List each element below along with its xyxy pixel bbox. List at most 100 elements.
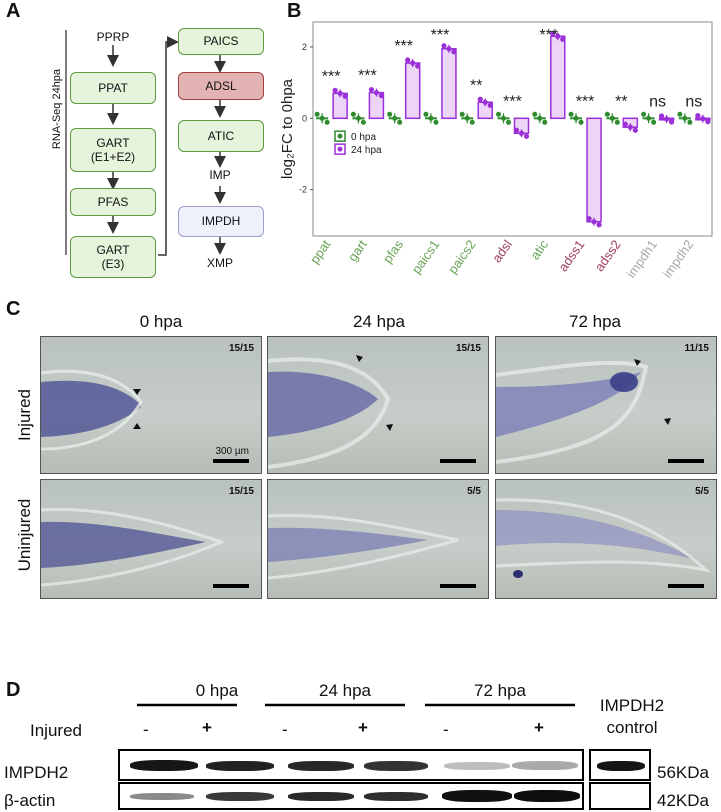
point-24hpa: [441, 43, 447, 49]
point-0hpa: [360, 119, 366, 125]
wb-injured-label: Injured: [30, 721, 82, 740]
image-uninjured-72hpa: 5/5: [495, 479, 717, 599]
wb-control-label-2: control: [606, 718, 658, 737]
x-tick-label: atic: [527, 237, 551, 263]
significance-label: ***: [431, 27, 450, 44]
band: [597, 761, 645, 771]
point-0hpa: [387, 111, 393, 117]
count-injured-0hpa: 15/15: [228, 343, 254, 354]
point-24hpa: [368, 87, 375, 93]
band: [206, 761, 274, 771]
significance-label: ***: [322, 68, 341, 85]
image-injured-24hpa: 15/15: [267, 336, 489, 474]
band: [288, 761, 354, 771]
node-imp: IMP: [209, 168, 231, 182]
point-0hpa: [496, 111, 501, 117]
legend-swatch: [334, 130, 346, 142]
band: [364, 761, 428, 771]
scale-label: 300 µm: [215, 446, 249, 457]
point-0hpa: [532, 111, 538, 117]
rnaseq-side-label: RNA-Seq 24hpa: [51, 68, 63, 150]
point-0hpa: [397, 119, 403, 125]
point-24hpa: [477, 96, 483, 102]
point-0hpa: [314, 111, 320, 117]
band: [442, 790, 512, 802]
scale-bar: [440, 459, 476, 463]
significance-label: ***: [539, 27, 558, 44]
legend-swatch: [334, 143, 346, 155]
point-24hpa: [405, 57, 411, 63]
image-uninjured-24hpa: 5/5: [267, 479, 489, 599]
point-0hpa: [350, 111, 356, 117]
plot-frame: [312, 21, 713, 237]
point-0hpa: [324, 119, 330, 125]
bar-24hpa: [441, 48, 457, 120]
node-impdh: IMPDH: [178, 206, 264, 237]
wb-mark-3: -: [282, 720, 288, 739]
wb-timepoint-0hpa: 0 hpa: [195, 681, 239, 700]
node-paics: PAICS: [178, 28, 264, 55]
point-24hpa: [332, 87, 338, 93]
point-0hpa: [614, 119, 620, 125]
scale-bar: [668, 459, 704, 463]
x-tick-label: ppat: [307, 237, 334, 267]
wb-row-label-bactin: β-actin: [4, 791, 56, 810]
point-24hpa: [632, 127, 638, 133]
point-0hpa: [433, 119, 439, 125]
wb-blot-bactin: [118, 782, 584, 810]
y-tick-label: 2: [302, 42, 307, 52]
point-24hpa: [550, 30, 556, 36]
image-injured-72hpa: 11/15: [495, 336, 717, 474]
legend-dot: [337, 146, 343, 152]
wb-size-42: 42KDa: [657, 791, 709, 810]
point-0hpa: [506, 119, 511, 125]
count-uninjured-72hpa: 5/5: [695, 486, 709, 497]
node-gart-e1e2: GART (E1+E2): [70, 128, 156, 172]
point-0hpa: [641, 111, 647, 117]
point-0hpa: [578, 119, 584, 125]
significance-label: ns: [685, 93, 702, 110]
wb-timepoint-underlines: [137, 703, 575, 707]
node-xmp: XMP: [206, 256, 233, 270]
node-pfas: PFAS: [70, 188, 156, 216]
significance-label: ***: [394, 38, 413, 55]
count-uninjured-0hpa: 15/15: [228, 486, 254, 497]
col-title-72hpa: 72 hpa: [569, 312, 621, 331]
scale-bar: [213, 459, 249, 463]
point-0hpa: [604, 111, 610, 117]
bar-chart: -2 0 2 log₂FC to 0hpa *** ppat *** gart *** pfas *…: [280, 21, 713, 281]
bar-24hpa: [404, 62, 421, 120]
pathway-arrows: [65, 30, 226, 256]
wb-mark-1: -: [143, 720, 149, 739]
wb-mark-4: +: [358, 718, 368, 737]
image-injured-0hpa: 15/15 300 µm: [40, 336, 262, 474]
point-24hpa: [658, 113, 665, 119]
band: [130, 793, 194, 800]
col-title-0hpa: 0 hpa: [139, 312, 183, 331]
point-0hpa: [542, 119, 548, 125]
point-24hpa: [622, 121, 628, 127]
count-injured-24hpa: 15/15: [455, 343, 481, 354]
legend-label: 24 hpa: [351, 145, 382, 156]
band: [288, 792, 354, 801]
band: [130, 760, 198, 771]
band: [206, 792, 274, 801]
count-injured-72hpa: 11/15: [684, 343, 709, 354]
point-0hpa: [469, 119, 475, 125]
legend-dot: [337, 133, 343, 139]
point-24hpa: [705, 119, 711, 125]
point-24hpa: [523, 133, 530, 139]
point-24hpa: [513, 127, 520, 133]
row-label-uninjured: Uninjured: [15, 498, 34, 572]
node-pprp: PPRP: [96, 30, 130, 44]
band: [444, 762, 510, 770]
wb-control-label-1: IMPDH2: [599, 696, 665, 715]
row-label-injured: Injured: [15, 389, 34, 441]
point-24hpa: [415, 63, 421, 69]
x-tick-label: pfas: [380, 237, 407, 266]
x-tick-label: gart: [345, 237, 370, 264]
wb-mark-6: +: [534, 718, 544, 737]
point-24hpa: [451, 49, 457, 55]
y-tick-label: 0: [302, 113, 307, 123]
wb-control-impdh2: [589, 749, 651, 781]
